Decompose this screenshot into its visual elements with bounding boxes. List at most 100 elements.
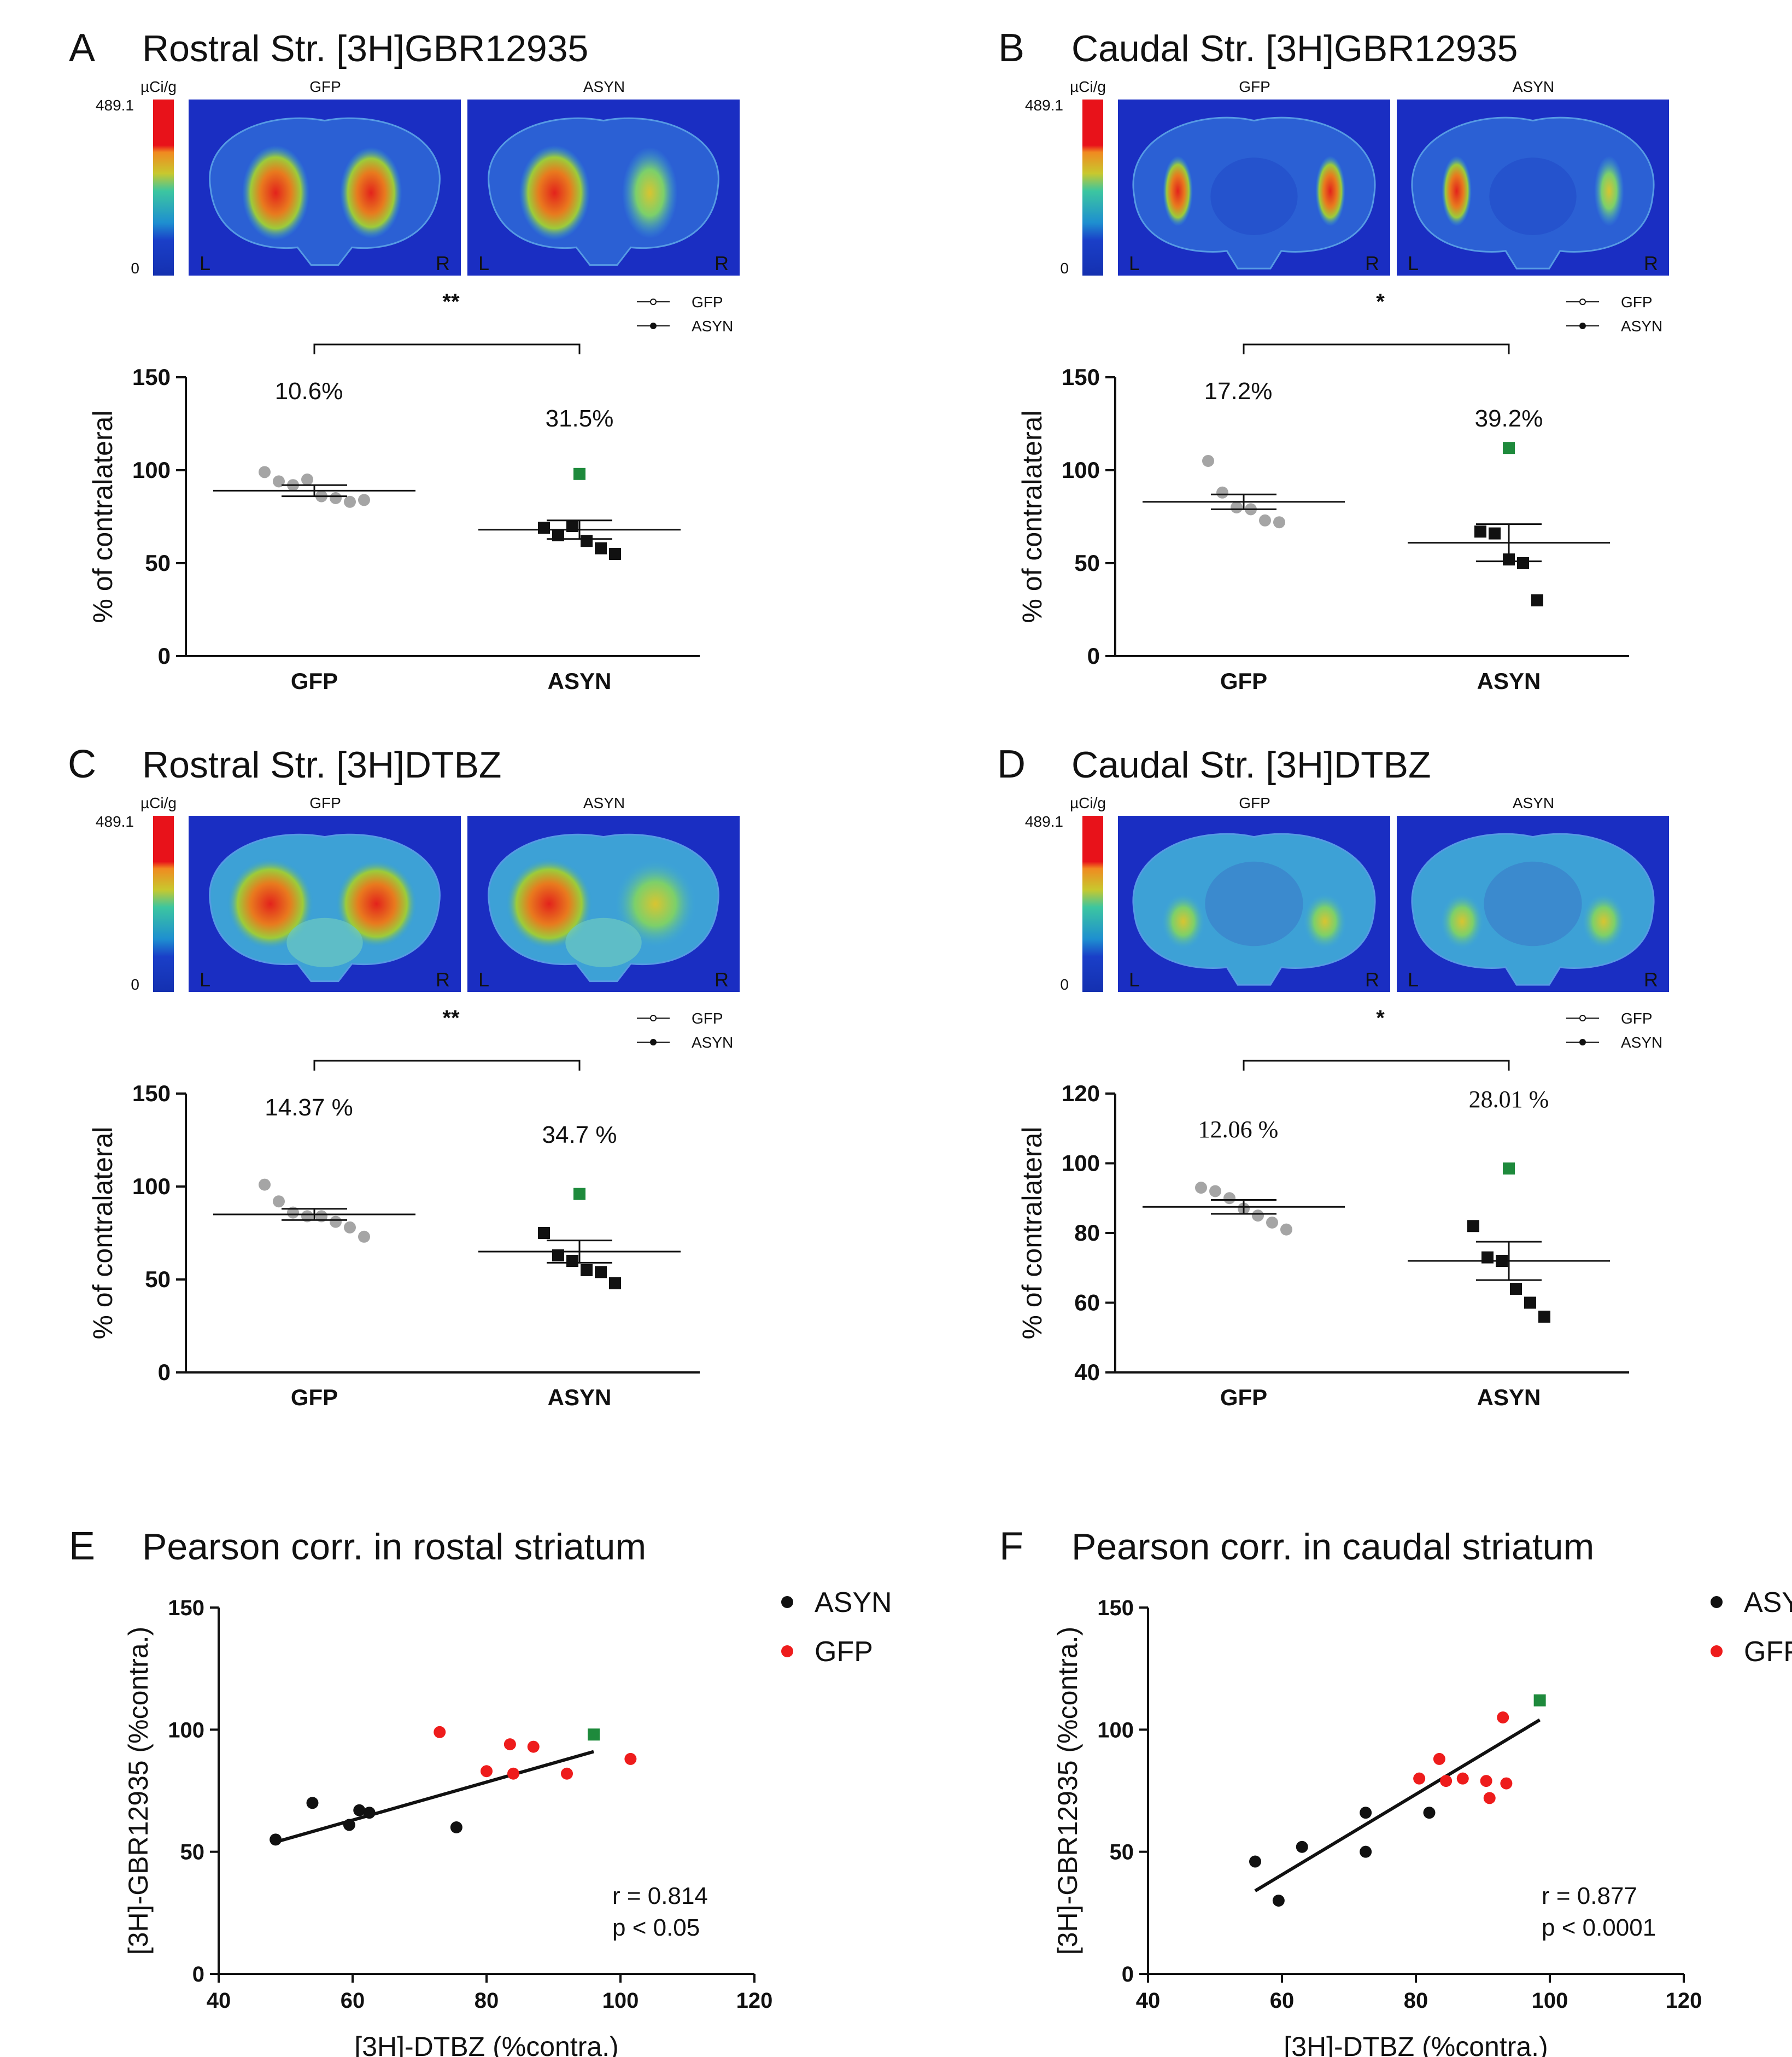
x-axis-label: [3H]-DTBZ (%contra.)	[354, 2031, 618, 2057]
y-tick-label: 100	[1062, 457, 1100, 483]
percent-label-gfp: 17.2%	[1204, 378, 1273, 405]
y-tick-label: 40	[1074, 1359, 1100, 1385]
data-point-asyn	[1474, 525, 1486, 538]
data-point-gfp	[1413, 1772, 1426, 1785]
image-gfp-brain-image	[1118, 100, 1390, 276]
image-asyn-midbrain	[1484, 861, 1582, 946]
data-point-asyn	[538, 522, 550, 534]
data-point-outlier	[588, 1728, 600, 1741]
data-point-gfp	[330, 1216, 342, 1228]
y-tick-label: 50	[145, 1266, 171, 1292]
image-label-gfp: GFP	[309, 78, 341, 95]
y-tick-label: 0	[1122, 1962, 1134, 1986]
side-label-right: R	[715, 252, 729, 274]
data-point-asyn	[1296, 1840, 1308, 1853]
panel-letter: A	[69, 26, 95, 70]
data-point-asyn	[1423, 1807, 1436, 1819]
legend-label-asyn: ASYN	[1621, 318, 1662, 335]
x-tick-label: 60	[341, 1989, 365, 2013]
legend-marker-asyn	[1711, 1596, 1723, 1608]
image-gfp-right-striatum	[335, 860, 418, 948]
data-point-gfp	[273, 1195, 285, 1208]
panel-letter: C	[68, 743, 96, 786]
image-label-asyn: ASYN	[583, 794, 625, 811]
panel-title: Pearson corr. in caudal striatum	[1071, 1526, 1594, 1568]
significance-marker: **	[442, 1006, 460, 1030]
panel-title: Rostral Str. [3H]GBR12935	[142, 28, 588, 69]
data-point-gfp	[1273, 516, 1285, 529]
significance-bracket	[313, 1060, 581, 1071]
image-asyn-brain-image	[1397, 100, 1669, 276]
panel-letter: F	[999, 1524, 1023, 1568]
legend-marker-gfp	[1579, 1015, 1586, 1021]
y-tick-label: 100	[1062, 1150, 1100, 1176]
data-point-outlier	[573, 1188, 585, 1200]
image-asyn-brain-image	[1397, 816, 1669, 992]
legend-label-gfp: GFP	[1744, 1636, 1792, 1668]
x-tick-label-gfp: GFP	[291, 668, 338, 694]
data-point-asyn	[353, 1804, 366, 1816]
y-tick-label: 150	[1062, 364, 1100, 390]
y-tick-label: 50	[180, 1840, 205, 1865]
y-tick-label: 50	[145, 550, 171, 576]
side-label-left: L	[1129, 968, 1140, 991]
data-point-outlier	[1503, 1162, 1515, 1175]
y-axis-label: % of contralateral	[87, 1126, 118, 1339]
legend-label-gfp: GFP	[692, 294, 723, 311]
y-tick-label: 50	[1110, 1840, 1134, 1865]
y-axis-label: % of contralateral	[1017, 410, 1047, 623]
panel-title: Rostral Str. [3H]DTBZ	[142, 744, 501, 786]
side-label-left: L	[1129, 252, 1140, 274]
image-asyn-ventral	[565, 918, 642, 967]
y-tick-label: 0	[1087, 643, 1100, 669]
legend-marker-asyn	[1579, 323, 1586, 329]
image-gfp-left-striatum	[1161, 893, 1205, 950]
data-point-gfp	[1266, 1216, 1278, 1229]
percent-label-asyn: 28.01 %	[1469, 1086, 1549, 1113]
y-tick-label: 0	[158, 1359, 171, 1385]
data-point-gfp	[1497, 1711, 1509, 1723]
data-point-gfp	[358, 1230, 370, 1243]
y-tick-label: 100	[132, 457, 171, 483]
image-asyn-left-striatum	[519, 145, 590, 241]
legend-label-asyn: ASYN	[692, 318, 733, 335]
data-point-gfp	[301, 474, 313, 486]
data-point-asyn	[1272, 1895, 1285, 1907]
percent-label-gfp: 10.6%	[275, 378, 343, 405]
percent-label-gfp: 12.06 %	[1198, 1116, 1279, 1143]
x-tick-label-asyn: ASYN	[1477, 668, 1541, 694]
scale-max-label: 489.1	[1025, 813, 1063, 830]
data-point-gfp	[1209, 1185, 1221, 1197]
data-point-asyn	[1531, 594, 1543, 606]
data-point-gfp	[1433, 1752, 1445, 1765]
significance-marker: *	[1376, 290, 1385, 314]
panel-letter: D	[997, 743, 1026, 786]
y-axis-label: [3H]-GBR12935 (%contra.)	[1052, 1627, 1083, 1955]
side-label-left: L	[200, 252, 210, 274]
scale-min-label: 0	[1060, 260, 1069, 277]
side-label-right: R	[1365, 968, 1379, 991]
image-asyn-right-striatum	[1582, 893, 1626, 950]
percent-label-asyn: 39.2%	[1475, 405, 1543, 432]
data-point-asyn	[363, 1807, 376, 1819]
scale-max-label: 489.1	[96, 97, 134, 114]
x-tick-label-gfp: GFP	[1220, 1384, 1267, 1410]
data-point-gfp	[1195, 1182, 1207, 1194]
data-point-gfp	[527, 1740, 540, 1753]
x-tick-label-gfp: GFP	[1220, 668, 1267, 694]
legend-marker-gfp	[781, 1645, 793, 1657]
data-point-asyn	[343, 1819, 355, 1831]
color-scale-bar	[1082, 816, 1103, 992]
data-point-gfp	[259, 466, 271, 478]
regression-line	[275, 1750, 594, 1844]
y-axis-label: % of contralateral	[1017, 1126, 1047, 1339]
side-label-right: R	[715, 968, 729, 991]
data-point-gfp	[259, 1178, 271, 1191]
panel-a: A Rostral Str. [3H]GBR12935 µCi/g 489.1 0 GFP…	[69, 26, 740, 694]
legend-label-asyn: ASYN	[1621, 1034, 1662, 1051]
y-axis-label: [3H]-GBR12935 (%contra.)	[123, 1627, 154, 1955]
panel-title: Caudal Str. [3H]DTBZ	[1071, 744, 1431, 786]
legend-label-asyn: ASYN	[1744, 1587, 1792, 1618]
data-point-asyn	[581, 1264, 593, 1276]
